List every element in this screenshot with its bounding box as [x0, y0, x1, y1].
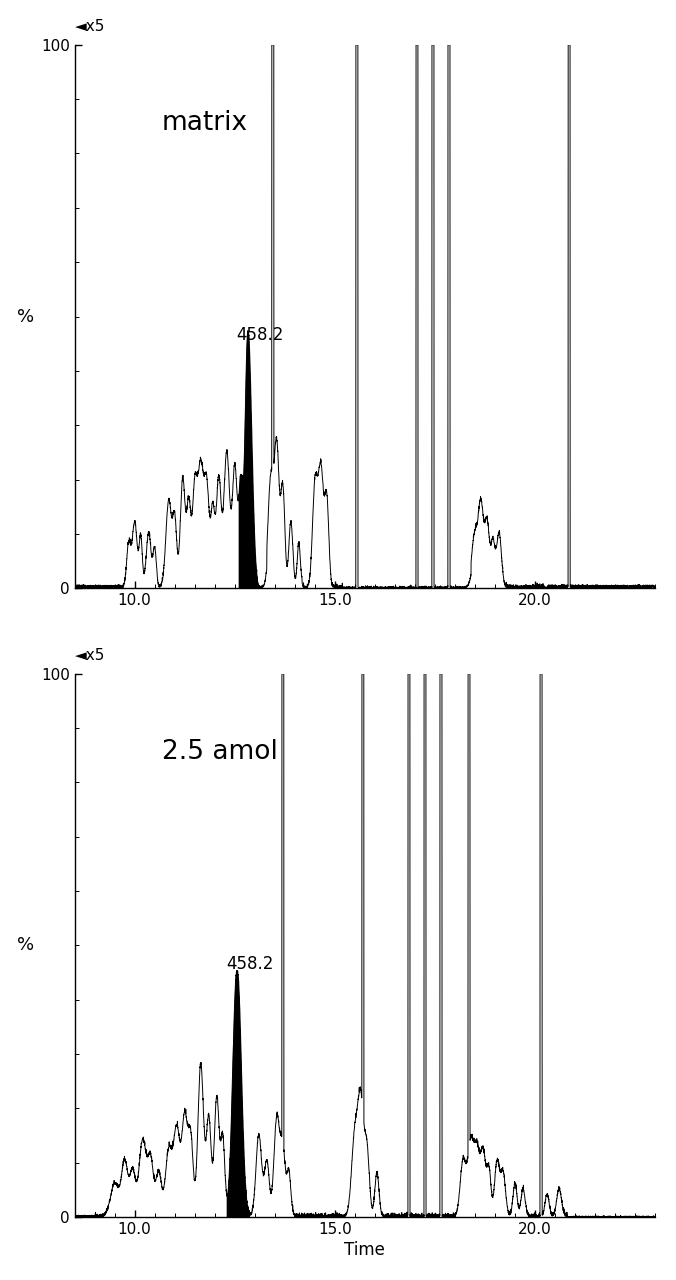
Text: ◄x5: ◄x5: [74, 648, 105, 663]
Text: 458.2: 458.2: [236, 325, 283, 343]
Text: ◄x5: ◄x5: [74, 19, 105, 35]
Text: 2.5 amol: 2.5 amol: [162, 739, 278, 765]
Text: %: %: [17, 307, 34, 325]
Text: matrix: matrix: [162, 110, 248, 136]
X-axis label: Time: Time: [345, 1242, 385, 1260]
Text: %: %: [17, 937, 34, 955]
Text: 458.2: 458.2: [226, 955, 273, 973]
